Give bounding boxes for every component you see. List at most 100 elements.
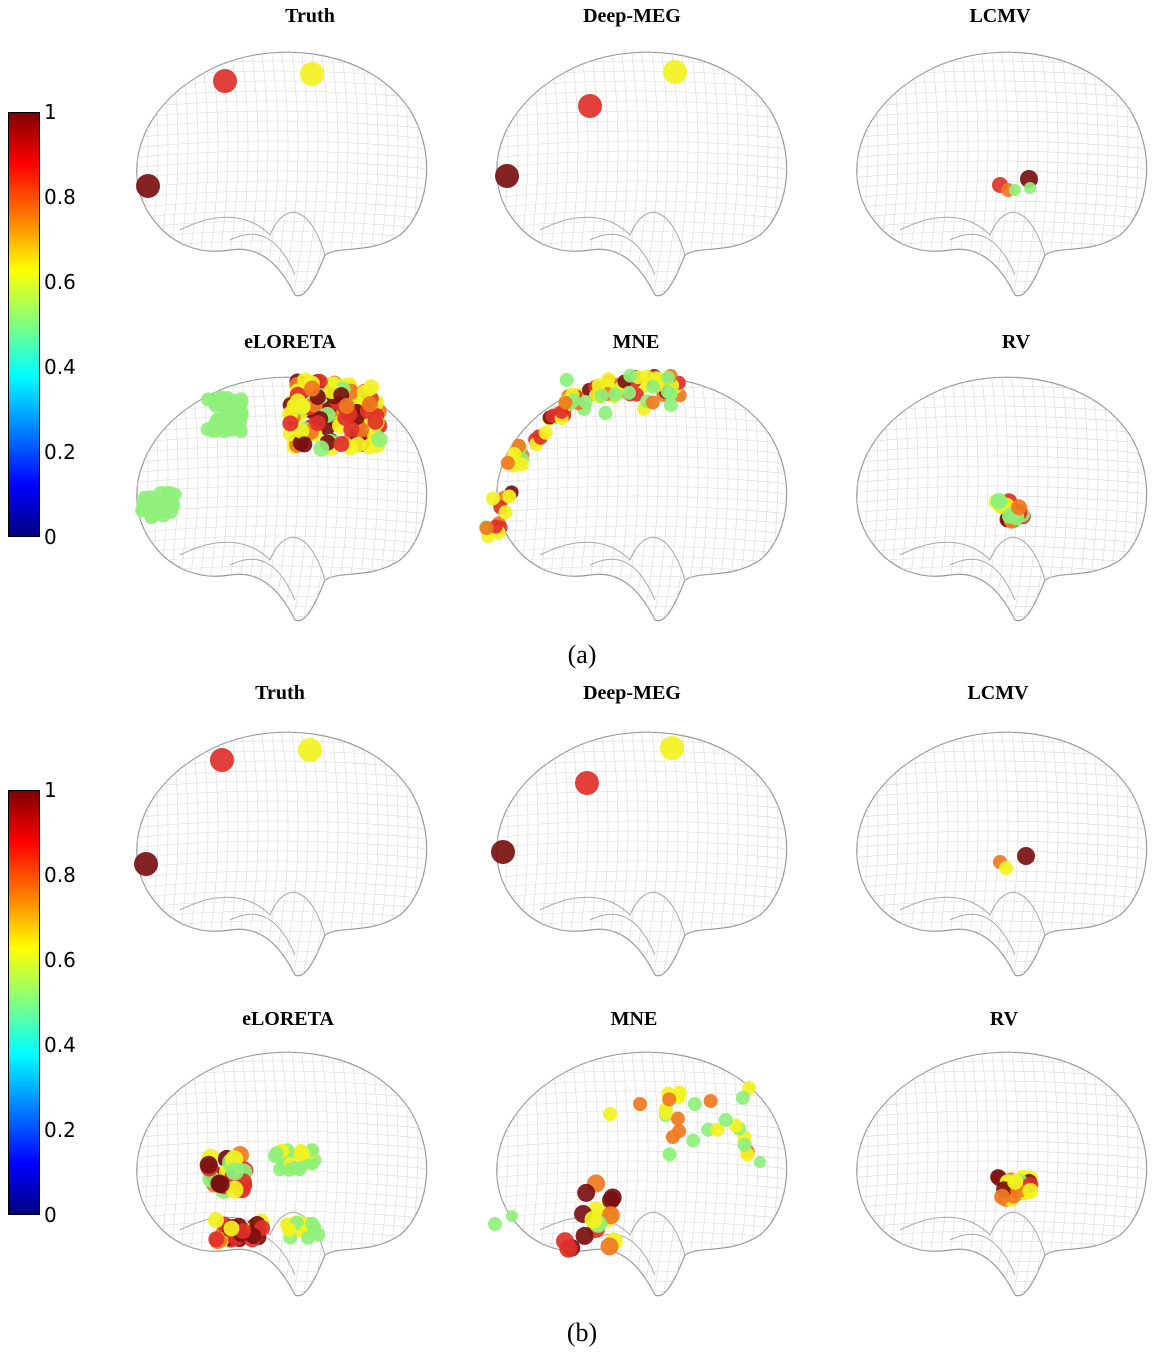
source-dot [1024,182,1036,194]
source-dot [292,1162,307,1177]
source-dot [506,1210,518,1222]
source-dot [1022,1182,1039,1199]
source-dot [495,164,519,188]
source-dot [295,1146,310,1161]
source-dot [994,1188,1011,1205]
panel-a-lcmv-brain [830,40,1160,310]
source-dot [208,398,223,413]
source-dot [282,1222,297,1237]
brain-mesh [856,732,1147,976]
source-dot [662,1147,677,1162]
brain-outline [856,731,1148,977]
source-dot [234,392,249,407]
source-dot [343,421,360,438]
panel-b-truth-brain-svg [134,731,428,977]
brain-mesh [136,52,427,296]
source-dot [305,1216,320,1231]
source-dot [367,413,384,430]
colorbar-a [8,112,40,537]
source-dot [1011,499,1028,516]
source-dot [210,412,225,427]
panel-b-lcmv-brain [830,720,1160,990]
source-dot [575,771,599,795]
brain-mesh [856,52,1147,296]
panel-a-eloreta-brain [110,365,440,635]
source-dot [1007,1173,1024,1190]
colorbar-b-tick-label: 0 [44,1203,57,1227]
source-dot [754,1156,766,1168]
source-dot [199,1155,218,1174]
source-dot [660,736,684,760]
colorbar-b-tick-label: 0.2 [44,1118,76,1142]
panel-a-lcmv-brain-svg [856,51,1148,297]
source-dot [488,1217,502,1231]
source-dot [208,1231,225,1248]
source-dot [603,1188,622,1207]
panel-a-deepmeg-title: Deep-MEG [583,5,681,27]
source-dot [223,1220,240,1237]
colorbar-b-tick-label: 0.8 [44,863,76,887]
panel-a-rv-brain-svg [856,376,1148,622]
source-dot [991,493,1008,510]
source-dot [281,1162,296,1177]
panel-b-rv-title: RV [989,1008,1019,1030]
panel-a-rv-brain [830,365,1160,635]
source-dot [485,491,500,506]
source-dot [622,385,637,400]
panel-b-truth-brain [110,720,440,990]
source-dot [670,1111,685,1126]
source-dot [333,435,350,452]
source-dot [645,395,660,410]
panel-a-mne-brain [470,365,800,635]
source-dot [160,501,175,516]
source-dot [999,861,1013,875]
brain-outline [496,51,788,297]
source-dot [646,379,661,394]
source-dot [662,1092,677,1107]
source-dot [137,500,152,515]
brain-mesh [496,1052,787,1296]
colorbar-a-tick-label: 0.2 [44,440,76,464]
source-dot [578,94,602,118]
source-dot [338,397,355,414]
panel-a-mne-title: MNE [612,331,660,353]
source-dot [556,1232,575,1251]
panel-a-mne-brain-svg [478,368,788,622]
source-dot [594,388,609,403]
source-dot [211,1175,230,1194]
source-dot [608,387,623,402]
source-dot [658,1105,673,1120]
panel-b-mne-title: MNE [610,1008,658,1030]
source-dot [225,1180,244,1199]
source-dot [153,485,168,500]
brain-outline [136,51,428,297]
panel-a-eloreta-title: eLORETA [244,331,336,353]
panel-b-eloreta-title: eLORETA [242,1008,334,1030]
panel-b-eloreta-brain-svg [136,1051,428,1297]
source-dot [296,436,313,453]
source-dot [737,1137,752,1152]
source-dot [663,60,687,84]
source-dot [672,1124,687,1139]
source-dot [361,396,378,413]
source-dot [313,440,330,457]
caption-b: (b) [566,1318,598,1347]
source-dot [136,174,160,198]
brain-mesh [136,732,427,976]
source-dot [575,1226,594,1245]
source-dot [491,840,515,864]
panel-b-lcmv-brain-svg [856,731,1148,977]
panel-b-mne-brain-svg [488,1051,788,1297]
brain-mesh [496,732,787,976]
source-dot [1009,184,1021,196]
source-dot [718,1112,733,1127]
source-dot [144,510,159,525]
source-dot [600,1237,619,1256]
source-dot [304,380,321,397]
source-dot [578,394,593,409]
source-dot [363,379,380,396]
source-dot [289,393,306,410]
source-dot [498,505,513,520]
brain-outline [856,376,1148,622]
source-dot [371,431,388,448]
